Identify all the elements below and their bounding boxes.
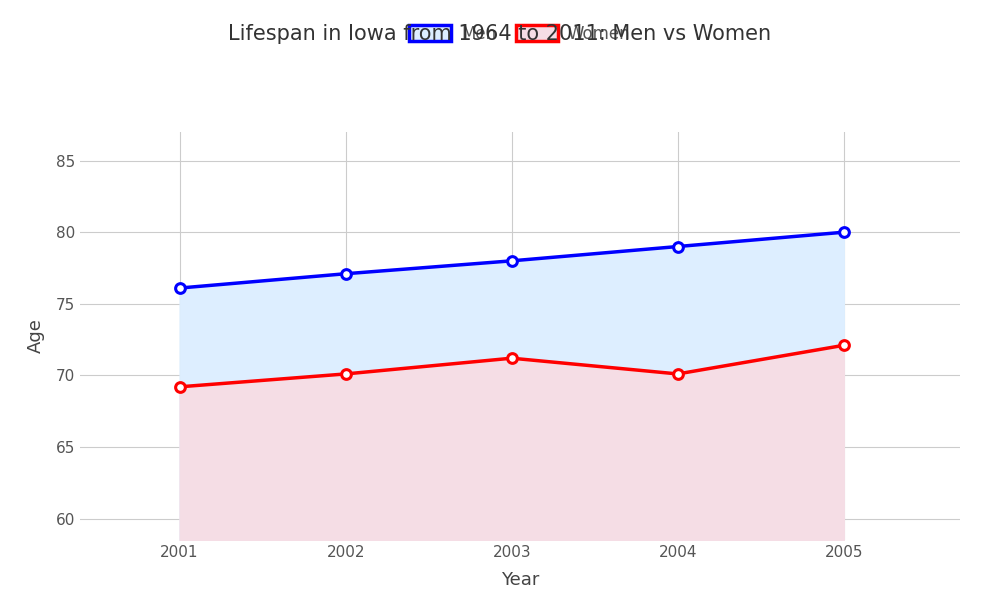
Legend: Men, Women: Men, Women bbox=[403, 18, 637, 49]
Y-axis label: Age: Age bbox=[27, 319, 45, 353]
X-axis label: Year: Year bbox=[501, 571, 539, 589]
Text: Lifespan in Iowa from 1964 to 2011: Men vs Women: Lifespan in Iowa from 1964 to 2011: Men … bbox=[228, 24, 772, 44]
